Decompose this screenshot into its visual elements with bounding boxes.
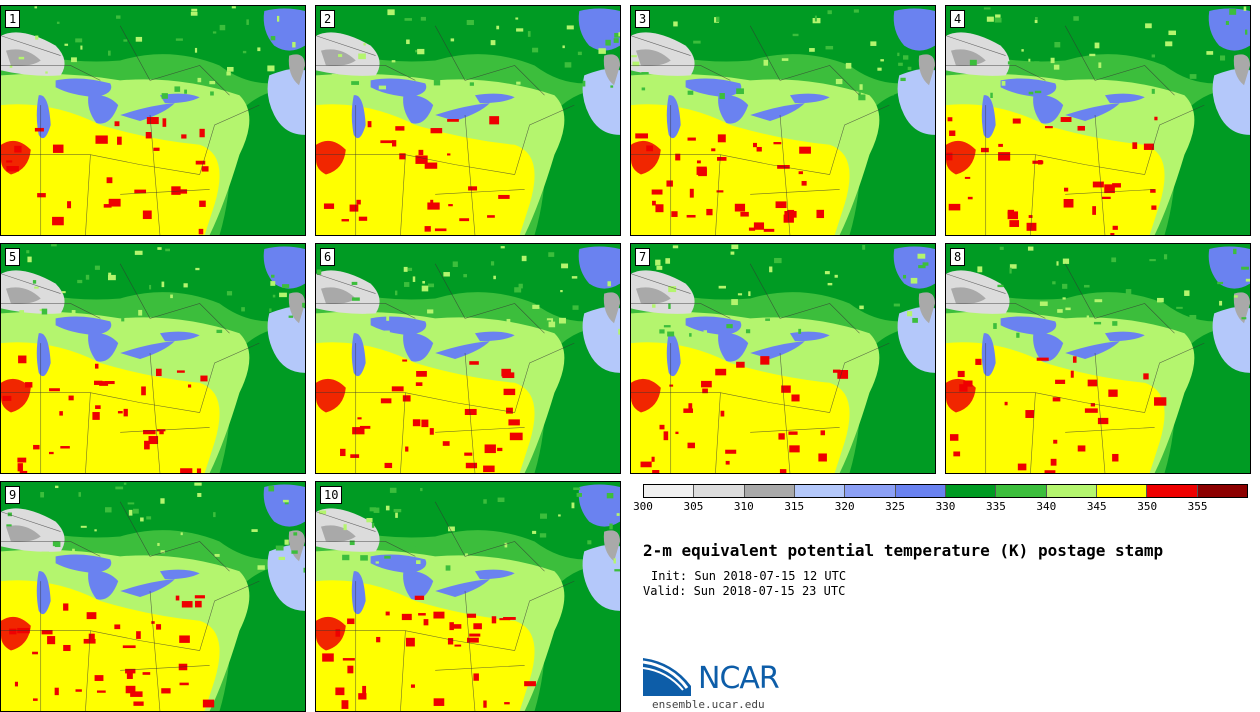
forecast-map	[316, 244, 620, 473]
member-number-label: 2	[320, 10, 336, 28]
valid-time: Valid: Sun 2018-07-15 23 UTC	[643, 584, 846, 598]
ensemble-member-panel: 5	[0, 243, 306, 474]
ensemble-member-panel: 4	[945, 5, 1251, 236]
colorbar-tick-label: 345	[1086, 500, 1107, 513]
member-number-label: 3	[635, 10, 651, 28]
colorbar-segment	[845, 485, 896, 497]
colorbar-segment	[895, 485, 946, 497]
member-number-label: 5	[5, 248, 21, 266]
ensemble-member-panel: 8	[945, 243, 1251, 474]
colorbar-segment	[1197, 485, 1247, 497]
colorbar-tick-label: 340	[1036, 500, 1057, 513]
colorbar-tick-label: 310	[733, 500, 754, 513]
ensemble-member-panel: 3	[630, 5, 936, 236]
forecast-map	[316, 482, 620, 711]
ensemble-member-panel: 6	[315, 243, 621, 474]
forecast-map	[1, 482, 305, 711]
colorbar-tick-label: 335	[985, 500, 1006, 513]
member-number-label: 7	[635, 248, 651, 266]
colorbar-segment	[1147, 485, 1198, 497]
colorbar-segment	[1096, 485, 1148, 497]
forecast-map	[1, 6, 305, 235]
forecast-map	[946, 6, 1250, 235]
colorbar-tick-label: 320	[834, 500, 855, 513]
ensemble-member-panel: 2	[315, 5, 621, 236]
member-number-label: 9	[5, 486, 21, 504]
init-time: Init: Sun 2018-07-15 12 UTC	[651, 569, 847, 583]
member-number-label: 8	[950, 248, 966, 266]
ensemble-member-panel: 9	[0, 481, 306, 712]
ensemble-member-panel: 10	[315, 481, 621, 712]
colorbar-ticks: 300 305 310 315 320 325 330 335 340 345 350 355	[633, 500, 1248, 513]
colorbar-segment	[1046, 485, 1097, 497]
ensemble-member-panel: 1	[0, 5, 306, 236]
colorbar-tick-label: 350	[1137, 500, 1158, 513]
colorbar-segment	[744, 485, 795, 497]
forecast-map	[946, 244, 1250, 473]
colorbar-tick-label: 315	[784, 500, 805, 513]
ncar-logo-text: NCAR	[698, 661, 780, 696]
figure-title: 2-m equivalent potential temperature (K)…	[643, 541, 1164, 560]
member-number-label: 6	[320, 248, 336, 266]
colorbar-tick-label: 325	[885, 500, 906, 513]
colorbar-tick-label: 300	[633, 500, 653, 513]
colorbar-segment	[794, 485, 846, 497]
member-number-label: 1	[5, 10, 21, 28]
ncar-logo-icon	[643, 658, 691, 696]
colorbar	[643, 484, 1248, 498]
ensemble-member-panel: 7	[630, 243, 936, 474]
colorbar-segment	[694, 485, 745, 497]
colorbar-tick-label: 305	[683, 500, 704, 513]
forecast-map	[1, 244, 305, 473]
colorbar-tick-label: 330	[935, 500, 956, 513]
site-url: ensemble.ucar.edu	[652, 698, 765, 711]
member-number-label: 10	[320, 486, 343, 504]
colorbar-segment	[996, 485, 1047, 497]
forecast-map	[316, 6, 620, 235]
colorbar-segment	[945, 485, 997, 497]
colorbar-tick-label: 355	[1187, 500, 1208, 513]
colorbar-segment	[644, 485, 695, 497]
forecast-map	[631, 6, 935, 235]
member-number-label: 4	[950, 10, 966, 28]
forecast-map	[631, 244, 935, 473]
